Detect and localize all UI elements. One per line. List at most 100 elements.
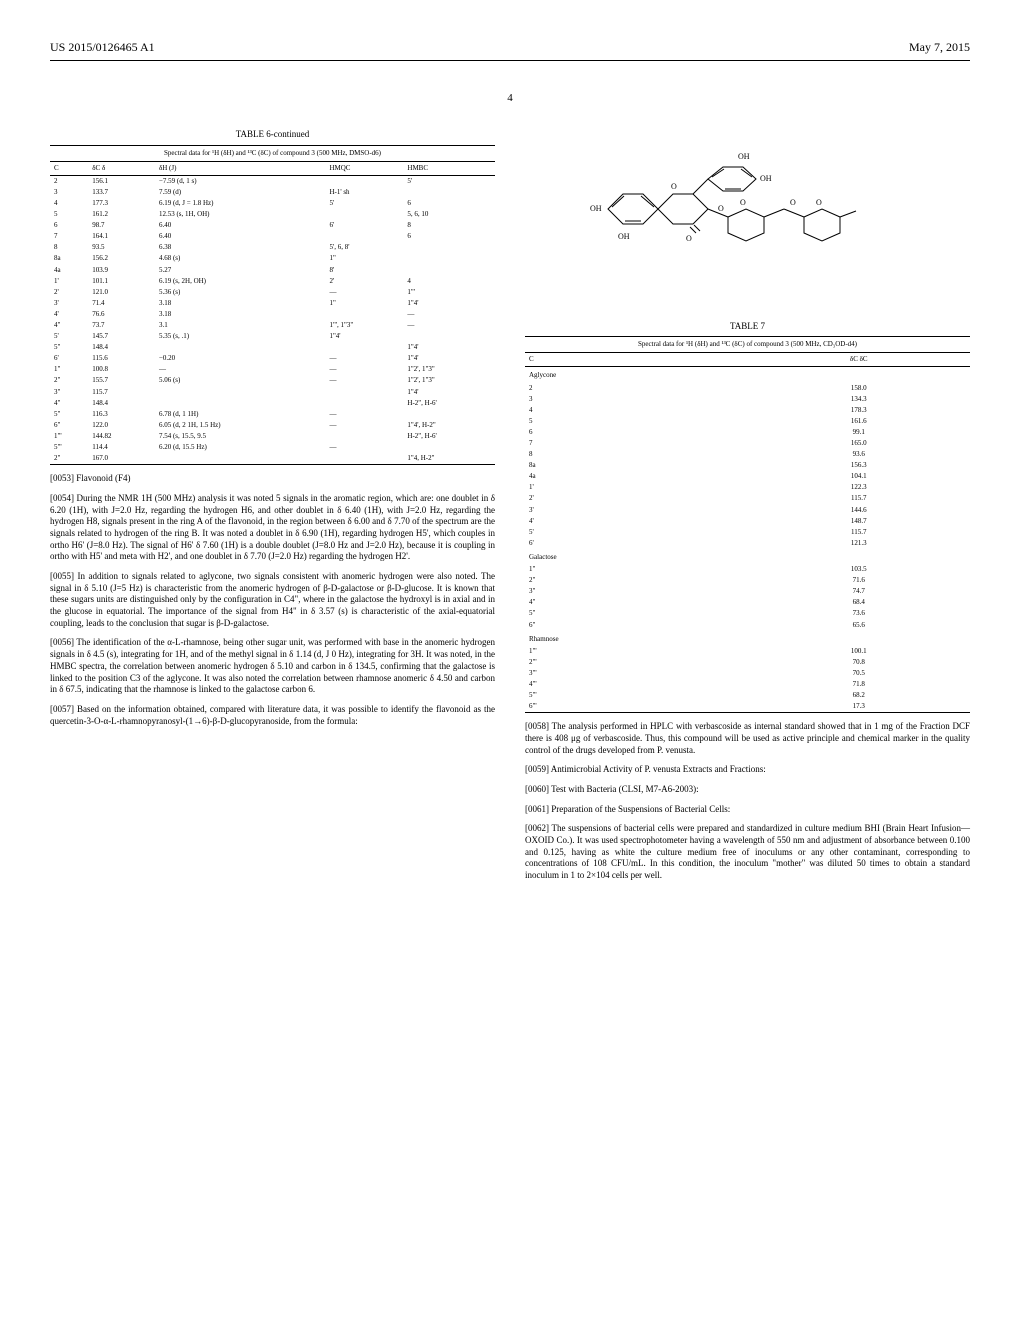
table-section-label: Rhamnose: [525, 631, 970, 646]
table-cell: 3: [525, 394, 748, 405]
table-cell: 103.5: [748, 564, 971, 575]
table6-h2: δH (J): [155, 162, 325, 176]
left-column: TABLE 6-continued Spectral data for ¹H (…: [50, 129, 495, 890]
svg-text:O: O: [816, 198, 822, 207]
table-cell: 5.06 (s): [155, 375, 325, 386]
table-row: 5"73.6: [525, 608, 970, 619]
table-cell: 5, 6, 10: [403, 209, 495, 220]
table-cell: 167.0: [88, 453, 155, 465]
table-row: 1"'144.827.54 (s, 15.5, 9.5H-2", H-6': [50, 431, 495, 442]
table-cell: —: [403, 309, 495, 320]
table-row: 6'121.3: [525, 538, 970, 549]
table-cell: [155, 453, 325, 465]
table-cell: 115.7: [88, 387, 155, 398]
para-0062: [0062] The suspensions of bacterial cell…: [525, 823, 970, 881]
table-cell: 148.4: [88, 398, 155, 409]
table-cell: [155, 342, 325, 353]
table-cell: 155.7: [88, 375, 155, 386]
table-row: 4'76.63.18—: [50, 309, 495, 320]
table-cell: 3.18: [155, 309, 325, 320]
table6-subtitle: Spectral data for ¹H (δH) and ¹³C (δC) o…: [50, 145, 495, 162]
table-row: 5"116.36.78 (d, 1 1H)—: [50, 409, 495, 420]
table-cell: 73.6: [748, 608, 971, 619]
table-cell: 1"': [50, 431, 88, 442]
table-cell: 1"2', 1"3": [403, 375, 495, 386]
table-cell: 4': [525, 516, 748, 527]
table-cell: 1"4': [403, 387, 495, 398]
table-cell: 7.59 (d): [155, 187, 325, 198]
table-cell: 1": [325, 298, 403, 309]
table-cell: [325, 231, 403, 242]
table-cell: 158.0: [748, 383, 971, 394]
table-cell: 7: [525, 438, 748, 449]
table-cell: 3.1: [155, 320, 325, 331]
table-cell: 156.2: [88, 253, 155, 264]
table-cell: 5': [525, 527, 748, 538]
table-cell: 5": [525, 608, 748, 619]
table-row: 1'122.3: [525, 482, 970, 493]
table-cell: 71.8: [748, 679, 971, 690]
table-row: 6"65.6: [525, 620, 970, 631]
table-cell: [403, 187, 495, 198]
table-cell: 133.7: [88, 187, 155, 198]
table-cell: —: [155, 364, 325, 375]
table-cell: 4.68 (s): [155, 253, 325, 264]
table-cell: 8a: [525, 460, 748, 471]
table-cell: 5": [50, 409, 88, 420]
table-row: 2"155.75.06 (s)—1"2', 1"3": [50, 375, 495, 386]
table-cell: [325, 431, 403, 442]
table-cell: 1": [325, 253, 403, 264]
table-section-label: Aglycone: [525, 367, 970, 383]
table-cell: 2": [525, 575, 748, 586]
table-cell: 4': [50, 309, 88, 320]
table-cell: 115.6: [88, 353, 155, 364]
table-cell: 2': [50, 287, 88, 298]
table-cell: 6: [50, 220, 88, 231]
table-row: 698.76.406'8: [50, 220, 495, 231]
table-cell: H-1' sh: [325, 187, 403, 198]
table-cell: 2": [50, 453, 88, 465]
table6-h1: δC δ: [88, 162, 155, 176]
table-cell: 6: [403, 198, 495, 209]
table-cell: 1"4, H-2": [403, 453, 495, 465]
table-cell: 121.3: [748, 538, 971, 549]
table-row: 7165.0: [525, 438, 970, 449]
table-cell: 2': [325, 276, 403, 287]
table-row: 5"'114.46.20 (d, 15.5 Hz)—: [50, 442, 495, 453]
table-cell: 6"': [525, 701, 748, 713]
table-cell: 6.19 (s, 2H, OH): [155, 276, 325, 287]
svg-text:O: O: [740, 198, 746, 207]
svg-text:O: O: [671, 182, 677, 191]
table-cell: 1"4': [403, 298, 495, 309]
table-cell: [403, 265, 495, 276]
table-cell: 2": [50, 375, 88, 386]
table-cell: [403, 409, 495, 420]
table-cell: 99.1: [748, 427, 971, 438]
table6-h4: HMBC: [403, 162, 495, 176]
table-cell: 6.20 (d, 15.5 Hz): [155, 442, 325, 453]
table-row: 4'148.7: [525, 516, 970, 527]
table-cell: 1"4': [325, 331, 403, 342]
table-cell: 6': [50, 353, 88, 364]
chemical-structure: OH OH O O OH OH: [525, 139, 970, 303]
table-cell: H-2", H-6': [403, 431, 495, 442]
table-cell: [325, 398, 403, 409]
svg-text:OH: OH: [760, 174, 772, 183]
svg-text:O: O: [718, 204, 724, 213]
table-cell: 1': [525, 482, 748, 493]
table-cell: 5: [525, 416, 748, 427]
para-0059: [0059] Antimicrobial Activity of P. venu…: [525, 764, 970, 776]
table-cell: 114.4: [88, 442, 155, 453]
table-row: 5'145.75.35 (s, .1)1"4': [50, 331, 495, 342]
table-cell: 4a: [50, 265, 88, 276]
table-cell: 144.6: [748, 505, 971, 516]
page-number: 4: [50, 91, 970, 105]
para-0054: [0054] During the NMR 1H (500 MHz) analy…: [50, 493, 495, 563]
table-cell: 100.1: [748, 646, 971, 657]
table-cell: —: [325, 287, 403, 298]
table-row: 8a156.24.68 (s)1": [50, 253, 495, 264]
table-cell: 3: [50, 187, 88, 198]
table-cell: 103.9: [88, 265, 155, 276]
table-row: 2"71.6: [525, 575, 970, 586]
table7-subtitle: Spectral data for ¹H (δH) and ¹³C (δC) o…: [525, 336, 970, 353]
